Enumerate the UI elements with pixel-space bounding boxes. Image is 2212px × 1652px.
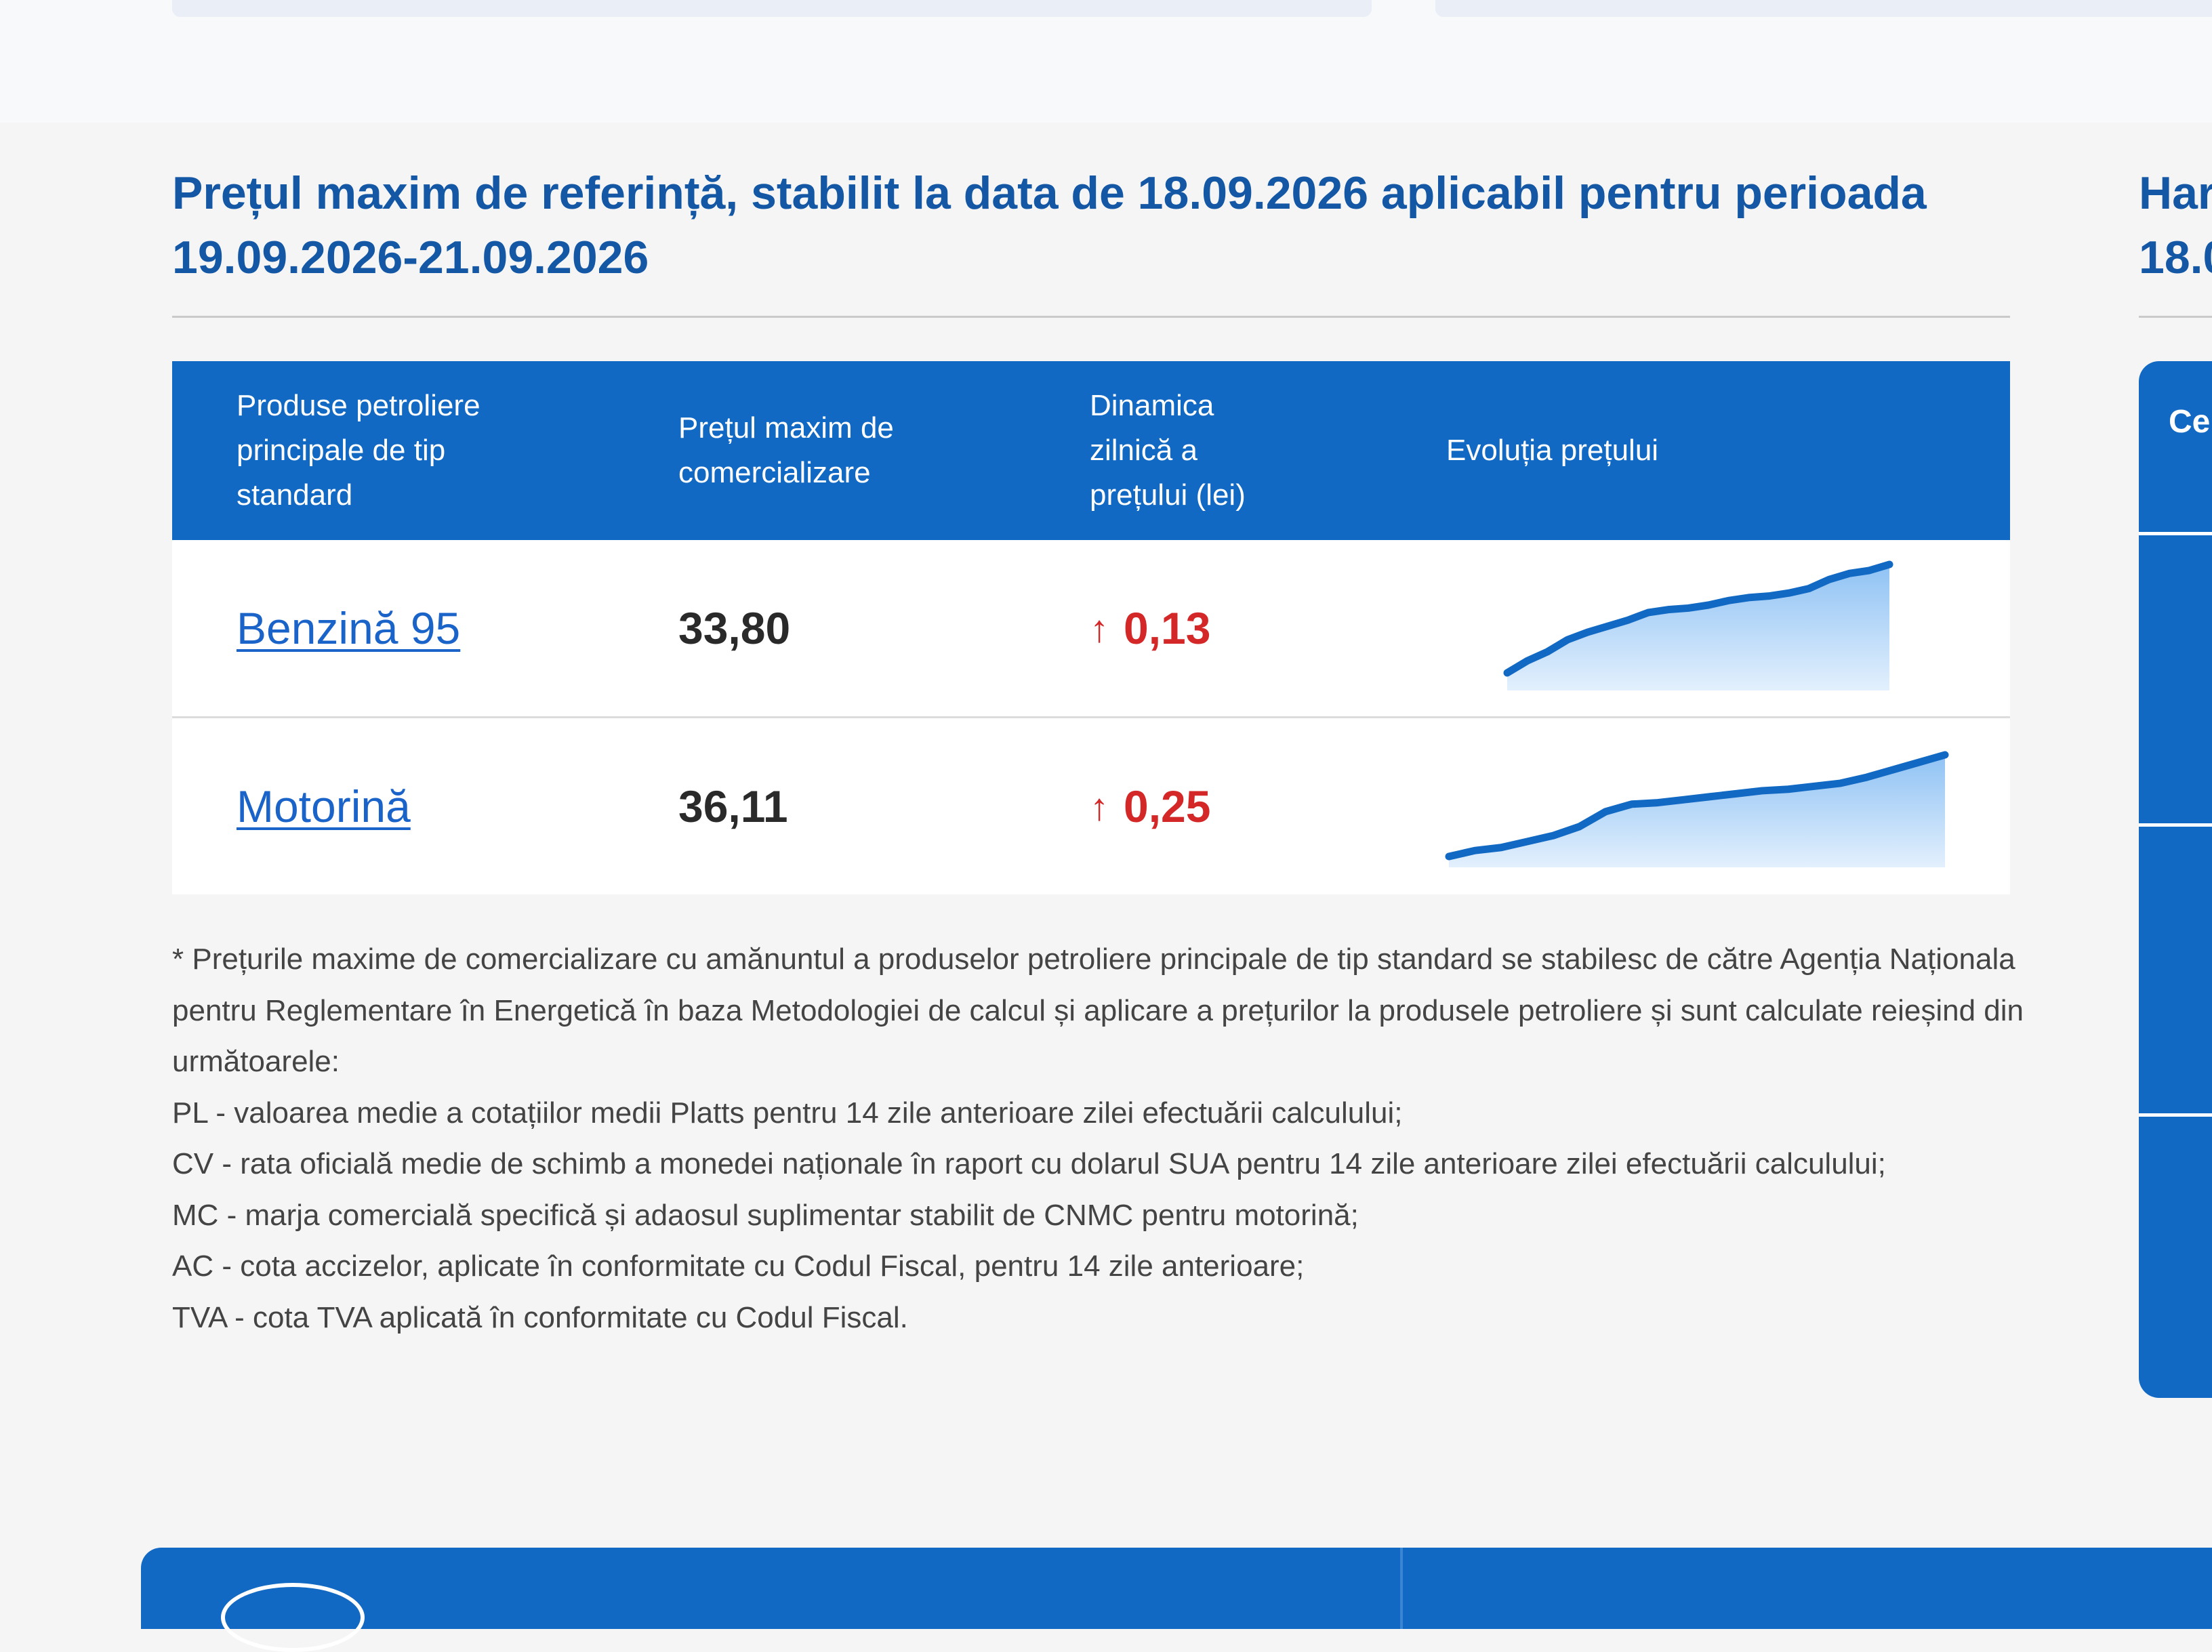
max-price-value: 33,80 [678,603,791,653]
adjacent-panel-divider [2139,1113,2212,1117]
previous-card-left [172,0,1372,17]
arrow-up-icon: ↑ [1090,606,1109,650]
daily-change-value: ↑ 0,13 [1090,602,1210,654]
footnote-tva: TVA - cota TVA aplicată în conformitate … [172,1300,908,1334]
daily-change-amount: 0,13 [1124,603,1211,653]
header-evolution: Evoluția prețului [1446,434,1659,467]
title-divider [172,316,2010,318]
table-row: Benzină 95 33,80 ↑ 0,13 [172,540,2010,716]
product-link-benzina-95[interactable]: Benzină 95 [237,603,461,653]
footnote-ac: AC - cota accizelor, aplicate în conform… [172,1250,1305,1283]
sparkline-area [1449,755,1945,867]
sparkline-area [1507,564,1889,690]
sparkline-line [1503,560,1893,677]
section-title: Prețul maxim de referință, stabilit la d… [172,167,1927,283]
footnote-pl: PL - valoarea medie a cotațiilor medii P… [172,1096,1403,1130]
adjacent-panel: Ce [2139,361,2212,1398]
previous-card-right [1435,0,2212,17]
adjacent-panel-divider [2139,532,2212,535]
banner-divider [1400,1548,1403,1629]
adjacent-title-divider [2139,316,2212,318]
table-header: Produse petroliere principale de tip sta… [172,361,2010,540]
header-max-price: Prețul maxim de comercializare [678,411,894,489]
footnote-cv: CV - rata oficială medie de schimb a mon… [172,1147,1886,1180]
header-product: Produse petroliere principale de tip sta… [237,389,480,512]
price-table: Produse petroliere principale de tip sta… [172,361,2010,894]
adjacent-section-title: Har 18.0 [2139,167,2212,283]
header-daily-change: Dinamica zilnică a prețului (lei) [1090,389,1246,512]
table-row: Motorină 36,11 ↑ 0,25 [172,716,2010,894]
footnotes: * Prețurile maxime de comercializare cu … [172,934,2029,1343]
price-sparkline [1445,751,1949,867]
product-link-motorina[interactable]: Motorină [237,781,411,831]
banner-badge-icon [221,1583,365,1652]
max-price-value: 36,11 [678,781,788,831]
footnote-mc: MC - marja comercială specifică și adaos… [172,1198,1359,1232]
arrow-up-icon: ↑ [1090,785,1109,828]
price-sparkline [1503,560,1893,690]
adjacent-panel-divider [2139,823,2212,827]
daily-change-amount: 0,25 [1124,781,1211,831]
bottom-banner [141,1548,2212,1652]
adjacent-panel-header: Ce [2169,404,2211,440]
footnote-intro: * Prețurile maxime de comercializare cu … [172,943,2024,1078]
daily-change-value: ↑ 0,25 [1090,781,1210,832]
sparkline-line [1445,751,1949,861]
previous-section-band [0,0,2212,123]
